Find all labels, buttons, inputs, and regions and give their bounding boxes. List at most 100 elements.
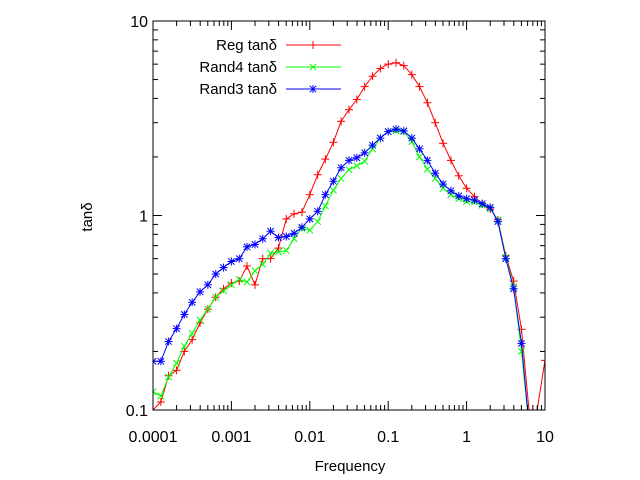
data-point bbox=[314, 218, 322, 226]
data-point bbox=[282, 247, 290, 255]
x-tick-label: 0.01 bbox=[294, 429, 325, 446]
data-point bbox=[517, 339, 526, 348]
data-point bbox=[156, 397, 165, 406]
data-point bbox=[266, 227, 275, 236]
series-layer bbox=[153, 58, 545, 410]
data-point bbox=[486, 203, 495, 212]
data-point bbox=[329, 177, 338, 186]
data-point bbox=[415, 153, 424, 161]
data-point bbox=[407, 134, 416, 143]
legend-marker bbox=[309, 63, 317, 71]
data-point bbox=[251, 280, 260, 289]
data-point bbox=[376, 134, 385, 143]
data-point bbox=[360, 82, 369, 91]
data-point bbox=[361, 157, 369, 165]
data-point bbox=[297, 208, 306, 217]
x-tick-label: 0.001 bbox=[211, 429, 251, 446]
legend-item: Rand4 tanδ bbox=[199, 59, 341, 76]
data-point bbox=[180, 310, 189, 319]
data-point bbox=[164, 337, 173, 346]
legend-item: Reg tanδ bbox=[216, 37, 341, 54]
data-point bbox=[157, 392, 165, 400]
data-point bbox=[493, 217, 502, 226]
data-point bbox=[337, 117, 346, 126]
data-point bbox=[282, 214, 291, 223]
data-point bbox=[337, 174, 345, 183]
y-tick-label: 1 bbox=[139, 209, 148, 226]
legend-label: Reg tanδ bbox=[216, 37, 277, 54]
data-point bbox=[376, 64, 385, 73]
data-point bbox=[227, 257, 236, 266]
data-point bbox=[321, 190, 330, 199]
tick-labels: 0.0001 0.001 0.01 0.1 1 10 0.1 1 10 bbox=[126, 14, 554, 446]
data-point bbox=[259, 260, 267, 269]
data-point bbox=[368, 72, 377, 81]
legend-label: Rand3 tanδ bbox=[199, 81, 277, 98]
data-point bbox=[165, 373, 173, 381]
data-point bbox=[227, 281, 235, 289]
data-point bbox=[297, 223, 306, 232]
data-point bbox=[267, 249, 275, 257]
data-point bbox=[368, 141, 377, 150]
data-point bbox=[462, 184, 471, 193]
data-point bbox=[196, 287, 205, 296]
data-point bbox=[392, 58, 401, 67]
data-point bbox=[313, 170, 322, 179]
data-point bbox=[344, 156, 353, 165]
data-point bbox=[212, 293, 220, 301]
data-point bbox=[306, 226, 314, 234]
data-point bbox=[462, 194, 471, 203]
data-point bbox=[251, 267, 259, 275]
data-point bbox=[180, 342, 188, 350]
data-point bbox=[258, 234, 267, 243]
data-point bbox=[282, 232, 291, 241]
data-point bbox=[305, 214, 314, 223]
data-point bbox=[188, 335, 197, 344]
data-point bbox=[321, 202, 329, 210]
data-point bbox=[305, 190, 314, 199]
data-point bbox=[188, 298, 197, 307]
data-point bbox=[204, 305, 212, 313]
data-point bbox=[258, 254, 267, 263]
x-tick-label: 1 bbox=[462, 429, 471, 446]
data-point bbox=[290, 229, 299, 238]
data-point bbox=[243, 278, 251, 286]
data-point bbox=[509, 277, 518, 286]
data-point bbox=[415, 82, 424, 91]
data-point bbox=[353, 162, 361, 170]
data-point bbox=[321, 155, 330, 164]
data-point bbox=[164, 371, 173, 380]
data-point bbox=[153, 357, 157, 366]
data-point bbox=[454, 191, 463, 200]
data-point bbox=[329, 186, 337, 194]
data-point bbox=[329, 138, 338, 147]
data-point bbox=[423, 165, 431, 173]
data-point bbox=[454, 171, 463, 180]
legend-marker bbox=[309, 41, 317, 49]
series-3 bbox=[153, 125, 529, 410]
data-point bbox=[274, 248, 282, 256]
data-point bbox=[153, 388, 157, 396]
data-point bbox=[509, 284, 518, 293]
data-point bbox=[517, 347, 526, 356]
data-point bbox=[266, 254, 275, 263]
data-point bbox=[431, 169, 440, 178]
data-point bbox=[274, 244, 283, 253]
x-tick-label: 10 bbox=[536, 429, 554, 446]
data-point bbox=[344, 105, 353, 114]
data-point bbox=[423, 156, 432, 165]
data-point bbox=[439, 180, 448, 189]
data-point bbox=[235, 275, 243, 283]
data-point bbox=[399, 126, 408, 135]
data-point bbox=[235, 254, 244, 263]
data-point bbox=[399, 61, 408, 70]
ticks-layer bbox=[152, 20, 546, 411]
data-point bbox=[290, 235, 298, 243]
data-point bbox=[196, 316, 204, 324]
data-point bbox=[172, 366, 181, 375]
data-point bbox=[345, 166, 353, 174]
x-tick-label: 0.1 bbox=[377, 429, 399, 446]
y-tick-label: 10 bbox=[130, 14, 148, 31]
